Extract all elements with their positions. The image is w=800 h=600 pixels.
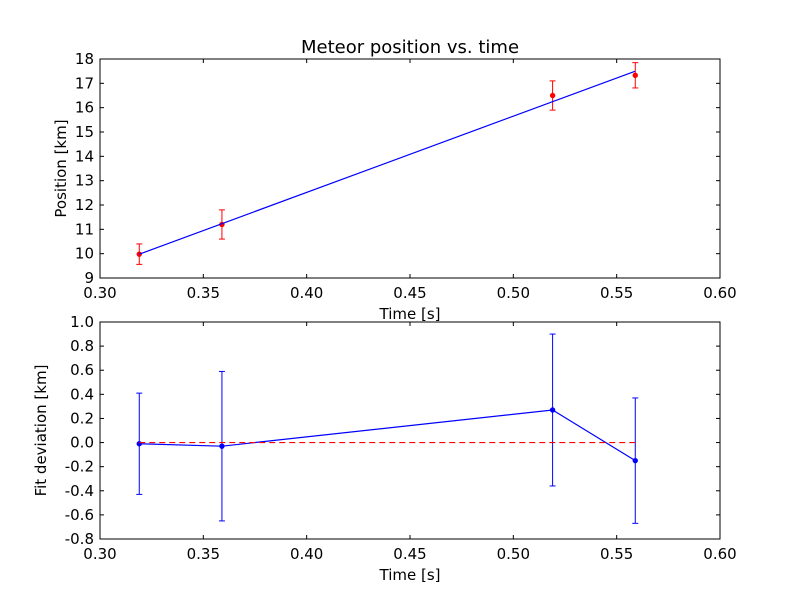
y-tick-label: 17 (75, 74, 94, 92)
data-point (549, 407, 556, 413)
y-tick-label: 11 (75, 220, 94, 238)
x-axis-label: Time [s] (379, 566, 441, 584)
y-tick-label: 9 (84, 269, 94, 287)
data-point (549, 92, 556, 99)
y-tick-label: 18 (75, 50, 94, 68)
y-tick-label: 0.4 (70, 385, 94, 403)
data-point (219, 443, 225, 449)
position-plot: Meteor position vs. time 0.30 0.35 0.40 0.4… (52, 37, 737, 323)
x-tick-label: 0.60 (703, 545, 736, 563)
x-axis-ticks: 0.30 0.35 0.40 0.45 0.50 0.55 0.60 (83, 59, 737, 302)
chart-title: Meteor position vs. time (301, 37, 519, 58)
x-tick-label: 0.50 (497, 284, 530, 302)
y-axis-label: Fit deviation [km] (32, 365, 50, 497)
x-tick-label: 0.55 (600, 284, 633, 302)
y-tick-label: 12 (75, 196, 94, 214)
x-tick-label: 0.35 (187, 545, 220, 563)
data-marks (136, 333, 639, 524)
x-tick-label: 0.30 (83, 545, 116, 563)
y-tick-label: 0.6 (70, 361, 94, 379)
y-tick-label: -0.2 (65, 458, 94, 476)
y-tick-label: 16 (75, 99, 94, 117)
data-point (632, 457, 638, 464)
y-tick-label: 0.2 (70, 409, 94, 427)
data-point (632, 72, 638, 79)
x-tick-label: 0.45 (393, 284, 426, 302)
y-tick-label: -0.8 (65, 530, 94, 548)
x-axis-ticks: 0.30 0.35 0.40 0.45 0.50 0.55 0.60 (83, 322, 737, 563)
x-tick-label: 0.30 (83, 284, 116, 302)
y-tick-label: 0.0 (70, 434, 94, 452)
x-tick-label: 0.50 (497, 545, 530, 563)
plot-frame (99, 58, 721, 279)
x-tick-label: 0.45 (393, 545, 426, 563)
x-tick-label: 0.40 (290, 284, 323, 302)
y-axis-ticks: 9 10 11 12 13 14 15 16 17 18 (75, 50, 720, 287)
y-axis-label: Position [km] (52, 119, 70, 217)
y-tick-label: -0.4 (65, 482, 94, 500)
y-axis-ticks: -0.8 -0.6 -0.4 -0.2 0.0 0.2 0.4 0.6 0.8 1.0 (65, 313, 720, 548)
y-tick-label: 10 (75, 245, 94, 263)
deviation-plot: 0.30 0.35 0.40 0.45 0.50 0.55 0.60 -0.8-0.6-0.… (32, 313, 737, 584)
y-tick-label: 14 (75, 147, 94, 165)
x-tick-label: 0.35 (187, 284, 220, 302)
x-tick-label: 0.60 (703, 284, 736, 302)
y-tick-label: 15 (75, 123, 94, 141)
plot-frame (99, 321, 721, 540)
y-tick-label: 13 (75, 172, 94, 190)
y-tick-label: -0.6 (65, 506, 94, 524)
series-line (139, 70, 636, 255)
x-axis-label: Time [s] (379, 305, 441, 323)
data-marks (136, 62, 639, 265)
x-tick-label: 0.55 (600, 545, 633, 563)
series-line (139, 409, 636, 462)
y-tick-label: 1.0 (70, 313, 94, 331)
x-tick-label: 0.40 (290, 545, 323, 563)
y-tick-label: 0.8 (70, 337, 94, 355)
